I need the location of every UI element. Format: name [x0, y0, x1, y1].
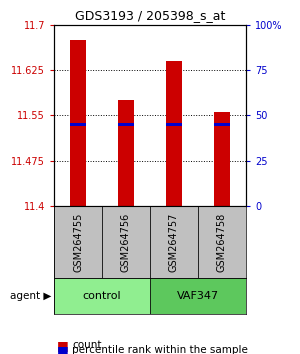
- Text: VAF347: VAF347: [177, 291, 219, 301]
- Text: control: control: [83, 291, 121, 301]
- Bar: [214, 122, 230, 126]
- Bar: [118, 100, 134, 206]
- Text: GSM264755: GSM264755: [73, 212, 83, 272]
- FancyBboxPatch shape: [198, 206, 246, 278]
- FancyBboxPatch shape: [102, 206, 150, 278]
- Text: GSM264756: GSM264756: [121, 212, 131, 272]
- Bar: [70, 122, 86, 126]
- Text: ■: ■: [57, 339, 69, 352]
- Text: count: count: [72, 340, 101, 350]
- Bar: [166, 61, 182, 206]
- FancyBboxPatch shape: [150, 206, 198, 278]
- Text: ■: ■: [57, 344, 69, 354]
- Text: agent ▶: agent ▶: [10, 291, 52, 301]
- FancyBboxPatch shape: [150, 278, 246, 314]
- FancyBboxPatch shape: [54, 206, 102, 278]
- Bar: [166, 122, 182, 126]
- Text: GSM264757: GSM264757: [169, 212, 179, 272]
- Bar: [70, 40, 86, 206]
- Title: GDS3193 / 205398_s_at: GDS3193 / 205398_s_at: [75, 9, 225, 22]
- FancyBboxPatch shape: [54, 278, 150, 314]
- Text: percentile rank within the sample: percentile rank within the sample: [72, 346, 248, 354]
- Text: GSM264758: GSM264758: [217, 212, 227, 272]
- Bar: [118, 122, 134, 126]
- Bar: [214, 112, 230, 206]
